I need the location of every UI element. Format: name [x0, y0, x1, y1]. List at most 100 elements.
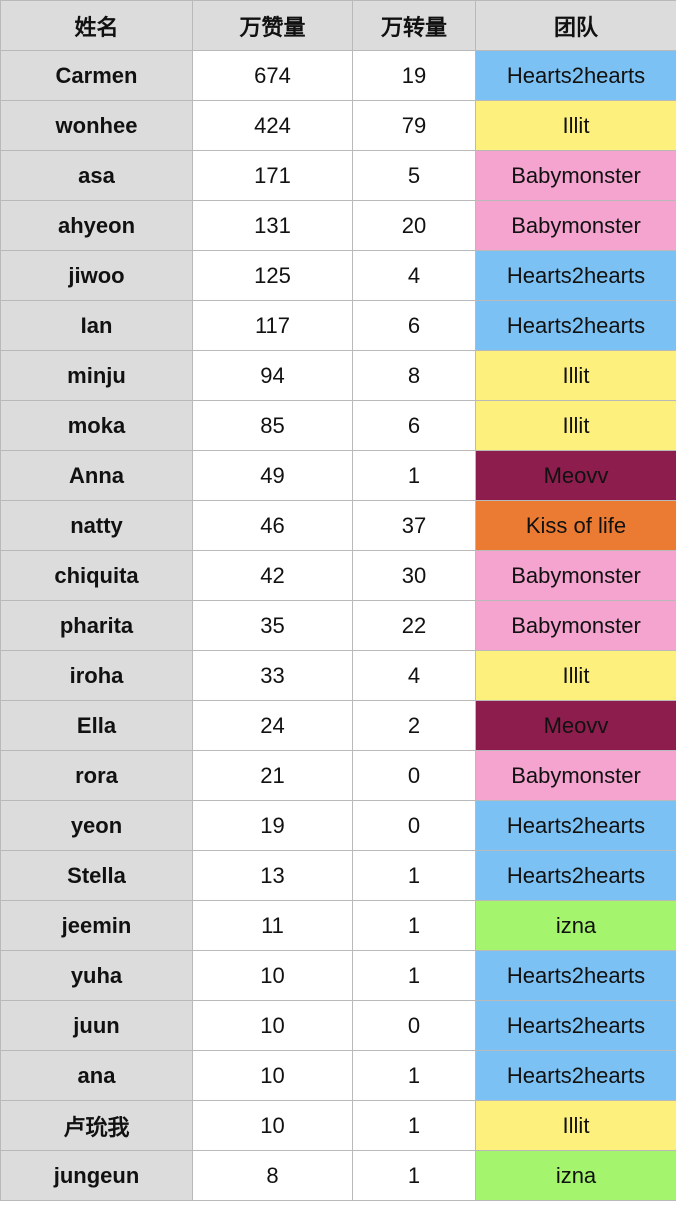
table-row: Ian 117 6 Hearts2hearts	[0, 300, 676, 351]
team-cell: Illit	[475, 1100, 676, 1151]
shares-cell: 6	[352, 300, 476, 351]
shares-cell: 1	[352, 900, 476, 951]
table-row: asa 171 5 Babymonster	[0, 150, 676, 201]
team-cell: Illit	[475, 400, 676, 451]
shares-cell: 8	[352, 350, 476, 401]
shares-cell: 1	[352, 1100, 476, 1151]
team-cell: izna	[475, 1150, 676, 1201]
table-row: ana 10 1 Hearts2hearts	[0, 1050, 676, 1101]
likes-cell: 85	[192, 400, 353, 451]
team-cell: Hearts2hearts	[475, 950, 676, 1001]
team-cell: Hearts2hearts	[475, 850, 676, 901]
likes-cell: 33	[192, 650, 353, 701]
team-cell: Illit	[475, 650, 676, 701]
shares-cell: 4	[352, 250, 476, 301]
likes-cell: 8	[192, 1150, 353, 1201]
team-cell: Babymonster	[475, 550, 676, 601]
member-name-cell: ana	[0, 1050, 193, 1101]
shares-cell: 1	[352, 950, 476, 1001]
team-cell: Hearts2hearts	[475, 50, 676, 101]
likes-cell: 11	[192, 900, 353, 951]
member-name-cell: Anna	[0, 450, 193, 501]
likes-cell: 171	[192, 150, 353, 201]
likes-cell: 49	[192, 450, 353, 501]
member-name-cell: minju	[0, 350, 193, 401]
member-name-cell: Carmen	[0, 50, 193, 101]
header-row: 姓名 万赞量 万转量 团队	[0, 0, 676, 51]
likes-cell: 10	[192, 1000, 353, 1051]
member-name-cell: 卢玧我	[0, 1100, 193, 1151]
table-row: jeemin 11 1 izna	[0, 900, 676, 951]
likes-cell: 10	[192, 950, 353, 1001]
shares-cell: 5	[352, 150, 476, 201]
table-row: ahyeon 131 20 Babymonster	[0, 200, 676, 251]
shares-cell: 79	[352, 100, 476, 151]
likes-cell: 46	[192, 500, 353, 551]
shares-cell: 0	[352, 1000, 476, 1051]
shares-cell: 30	[352, 550, 476, 601]
shares-cell: 20	[352, 200, 476, 251]
likes-cell: 674	[192, 50, 353, 101]
table-row: moka 85 6 Illit	[0, 400, 676, 451]
table-row: wonhee 424 79 Illit	[0, 100, 676, 151]
team-cell: Kiss of life	[475, 500, 676, 551]
member-name-cell: yeon	[0, 800, 193, 851]
member-name-cell: jeemin	[0, 900, 193, 951]
member-name-cell: juun	[0, 1000, 193, 1051]
likes-cell: 10	[192, 1100, 353, 1151]
member-name-cell: jiwoo	[0, 250, 193, 301]
header-name: 姓名	[0, 0, 193, 51]
team-cell: Hearts2hearts	[475, 800, 676, 851]
member-name-cell: yuha	[0, 950, 193, 1001]
member-name-cell: Stella	[0, 850, 193, 901]
table-row: yuha 10 1 Hearts2hearts	[0, 950, 676, 1001]
table-row: minju 94 8 Illit	[0, 350, 676, 401]
likes-cell: 125	[192, 250, 353, 301]
header-team: 团队	[475, 0, 676, 51]
likes-cell: 117	[192, 300, 353, 351]
team-cell: Babymonster	[475, 750, 676, 801]
member-name-cell: ahyeon	[0, 200, 193, 251]
team-cell: izna	[475, 900, 676, 951]
likes-cell: 19	[192, 800, 353, 851]
member-name-cell: natty	[0, 500, 193, 551]
likes-cell: 94	[192, 350, 353, 401]
header-shares: 万转量	[352, 0, 476, 51]
team-cell: Hearts2hearts	[475, 1050, 676, 1101]
member-name-cell: rora	[0, 750, 193, 801]
likes-cell: 13	[192, 850, 353, 901]
team-cell: Hearts2hearts	[475, 250, 676, 301]
shares-cell: 2	[352, 700, 476, 751]
table-row: rora 21 0 Babymonster	[0, 750, 676, 801]
shares-cell: 19	[352, 50, 476, 101]
member-name-cell: wonhee	[0, 100, 193, 151]
table-row: 卢玧我 10 1 Illit	[0, 1100, 676, 1151]
table-header: 姓名 万赞量 万转量 团队	[0, 0, 676, 51]
likes-cell: 10	[192, 1050, 353, 1101]
shares-cell: 4	[352, 650, 476, 701]
shares-cell: 1	[352, 450, 476, 501]
likes-cell: 42	[192, 550, 353, 601]
table-row: yeon 19 0 Hearts2hearts	[0, 800, 676, 851]
table-row: juun 10 0 Hearts2hearts	[0, 1000, 676, 1051]
member-name-cell: iroha	[0, 650, 193, 701]
team-cell: Illit	[475, 100, 676, 151]
member-name-cell: Ian	[0, 300, 193, 351]
likes-cell: 21	[192, 750, 353, 801]
table-row: Ella 24 2 Meovv	[0, 700, 676, 751]
shares-cell: 0	[352, 750, 476, 801]
likes-cell: 35	[192, 600, 353, 651]
member-name-cell: pharita	[0, 600, 193, 651]
team-cell: Babymonster	[475, 200, 676, 251]
team-cell: Babymonster	[475, 150, 676, 201]
member-name-cell: jungeun	[0, 1150, 193, 1201]
likes-cell: 424	[192, 100, 353, 151]
likes-cell: 131	[192, 200, 353, 251]
table-row: Anna 49 1 Meovv	[0, 450, 676, 501]
shares-cell: 22	[352, 600, 476, 651]
member-name-cell: asa	[0, 150, 193, 201]
table-row: chiquita 42 30 Babymonster	[0, 550, 676, 601]
table-row: jungeun 8 1 izna	[0, 1150, 676, 1201]
table-row: Stella 13 1 Hearts2hearts	[0, 850, 676, 901]
